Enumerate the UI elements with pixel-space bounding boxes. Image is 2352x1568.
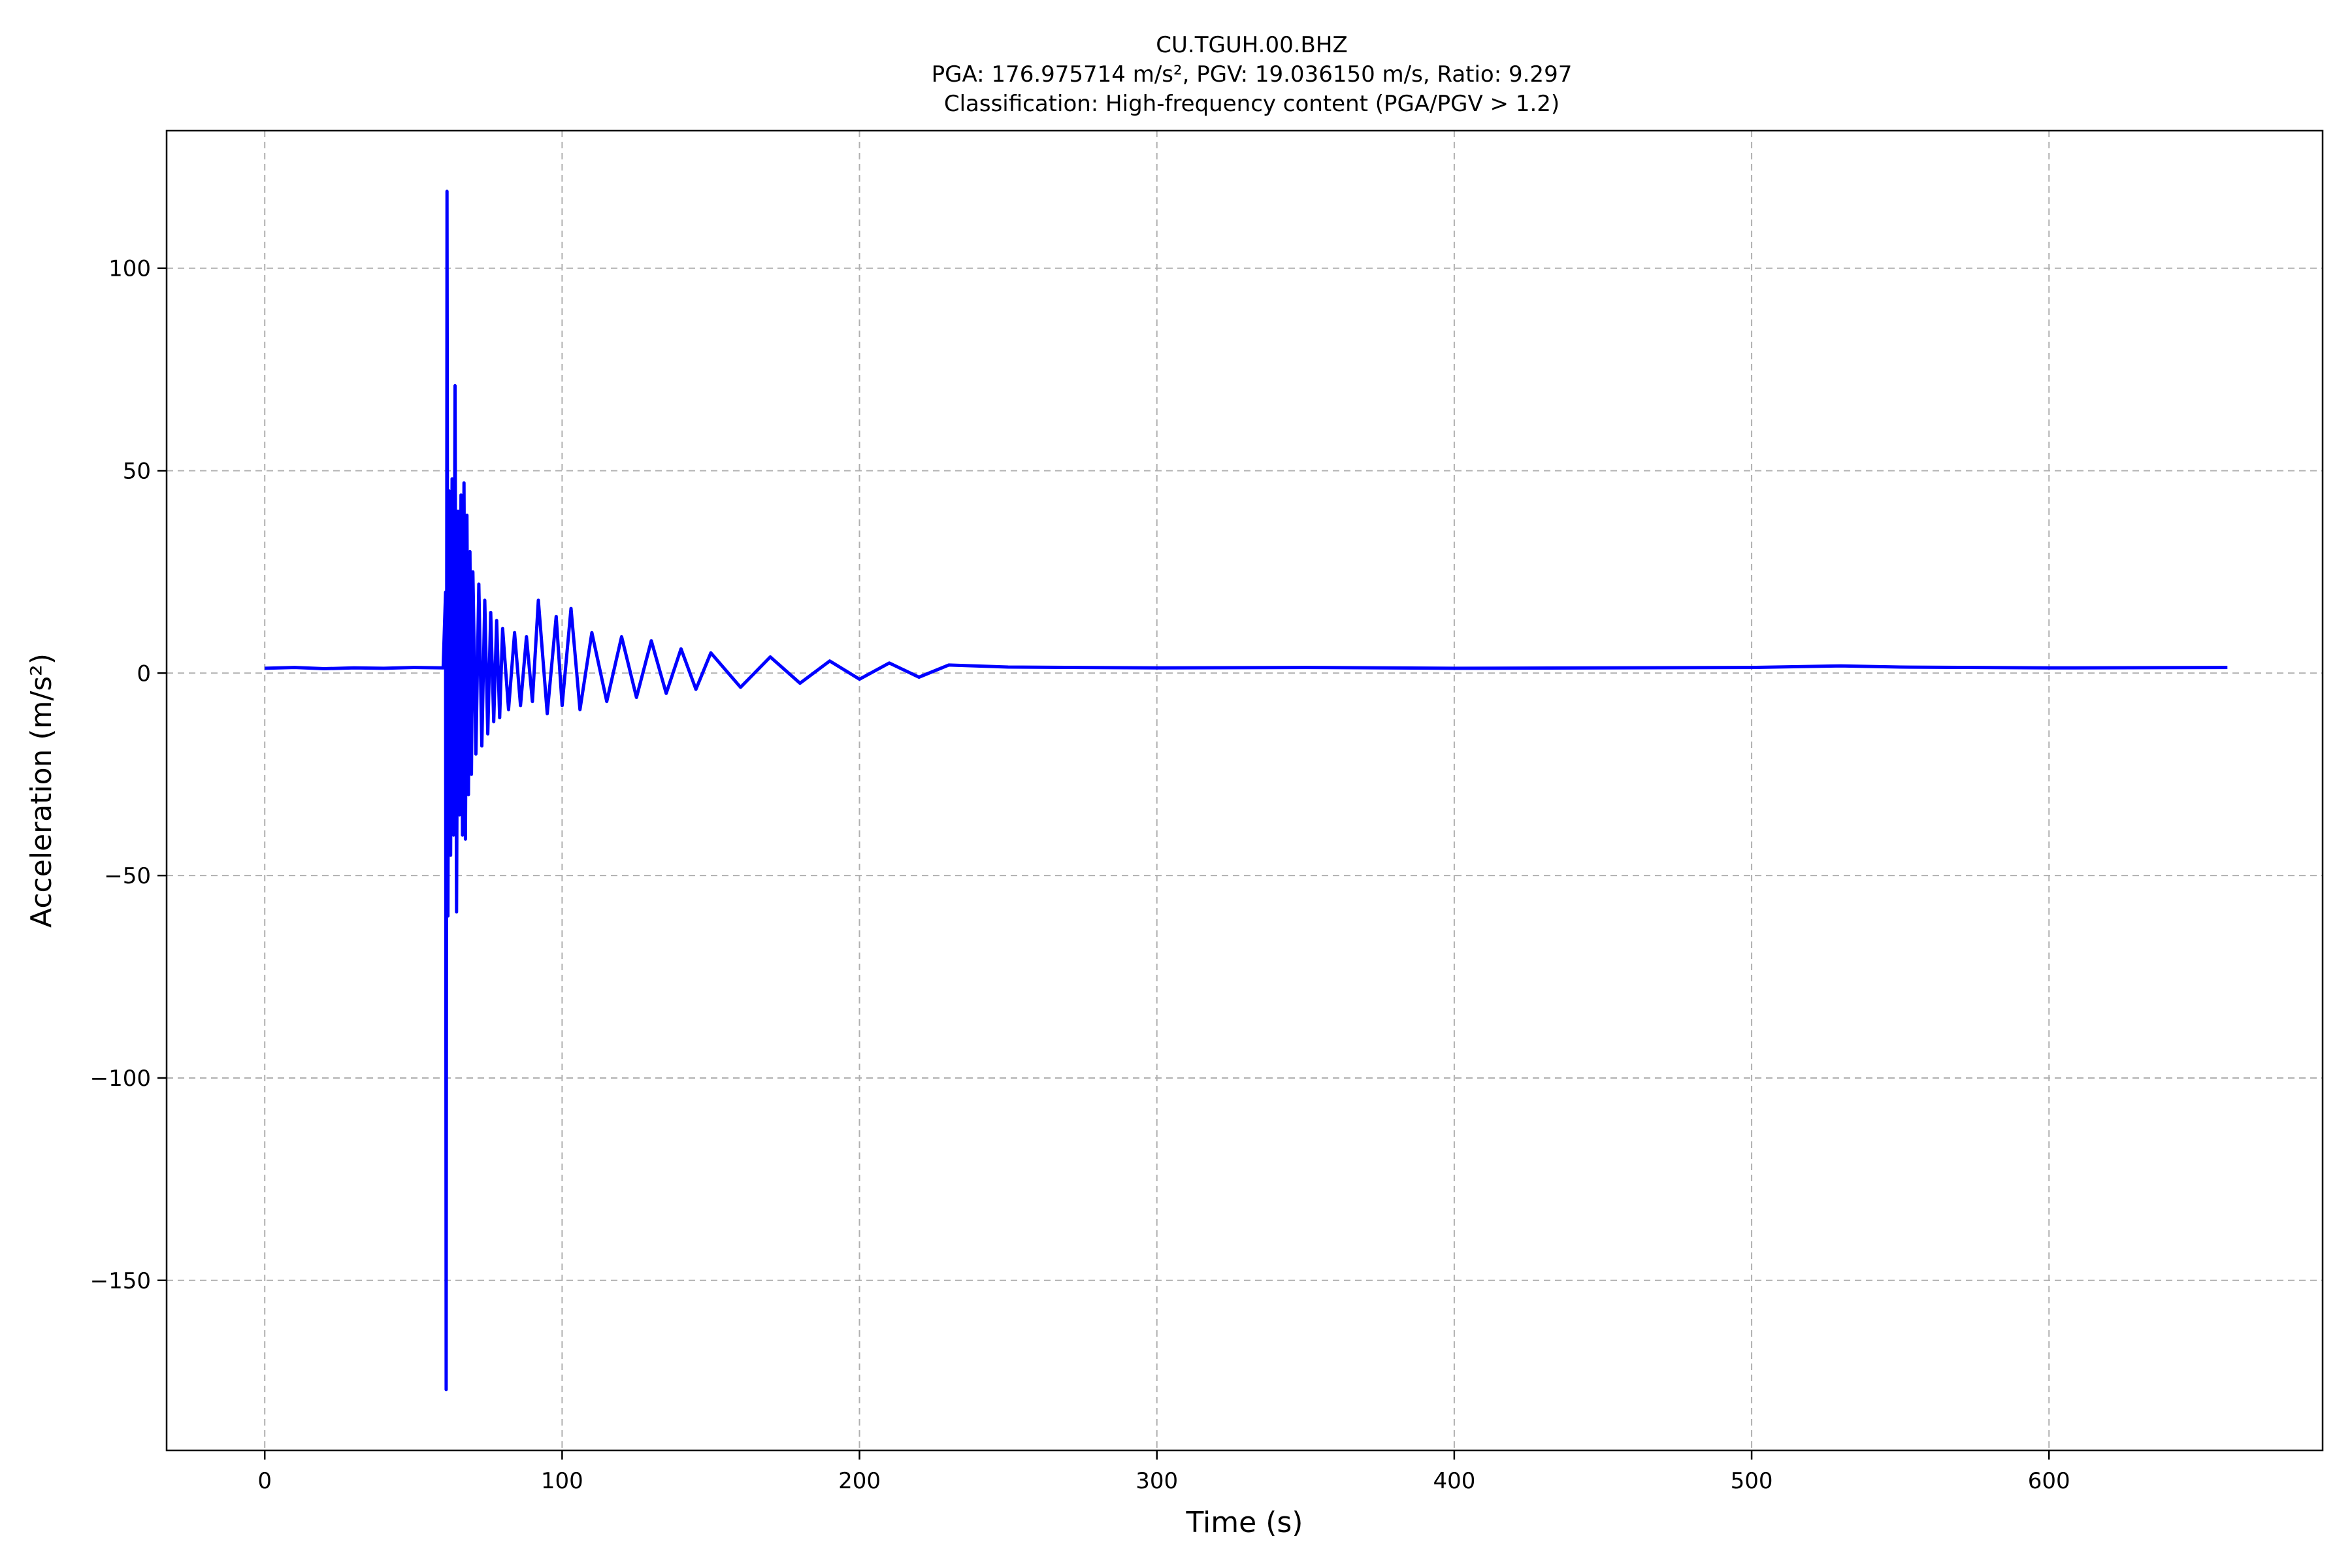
y-tick-label: 0 [137, 661, 151, 687]
y-axis-label: Acceleration (m/s²) [25, 653, 58, 928]
x-axis-label: Time (s) [1186, 1506, 1303, 1539]
x-axis: 0 100 200 300 400 500 600 [257, 1450, 2070, 1494]
chart-subtitle: PGA: 176.975714 m/s², PGV: 19.036150 m/s… [932, 61, 1573, 88]
x-tick-label: 0 [257, 1468, 272, 1494]
axes-frame [165, 129, 2324, 1452]
x-tick-label: 500 [1731, 1468, 1773, 1494]
y-tick-label: −100 [90, 1066, 151, 1092]
y-tick-label: 100 [108, 256, 151, 282]
x-tick-label: 400 [1433, 1468, 1475, 1494]
grid [167, 131, 2323, 1450]
plot-area [265, 189, 2228, 1392]
x-tick-label: 300 [1135, 1468, 1178, 1494]
x-tick-label: 200 [838, 1468, 881, 1494]
y-tick-label: 50 [123, 458, 151, 484]
y-tick-label: −50 [104, 863, 151, 889]
x-tick-label: 600 [2028, 1468, 2070, 1494]
x-tick-label: 100 [541, 1468, 583, 1494]
chart-title: CU.TGUH.00.BHZ [1156, 32, 1347, 58]
series-line-acceleration [265, 189, 2228, 1392]
y-axis: 100 50 0 −50 −100 −150 [90, 256, 167, 1294]
chart-classification: Classification: High-frequency content (… [944, 91, 1560, 117]
y-tick-label: −150 [90, 1268, 151, 1294]
